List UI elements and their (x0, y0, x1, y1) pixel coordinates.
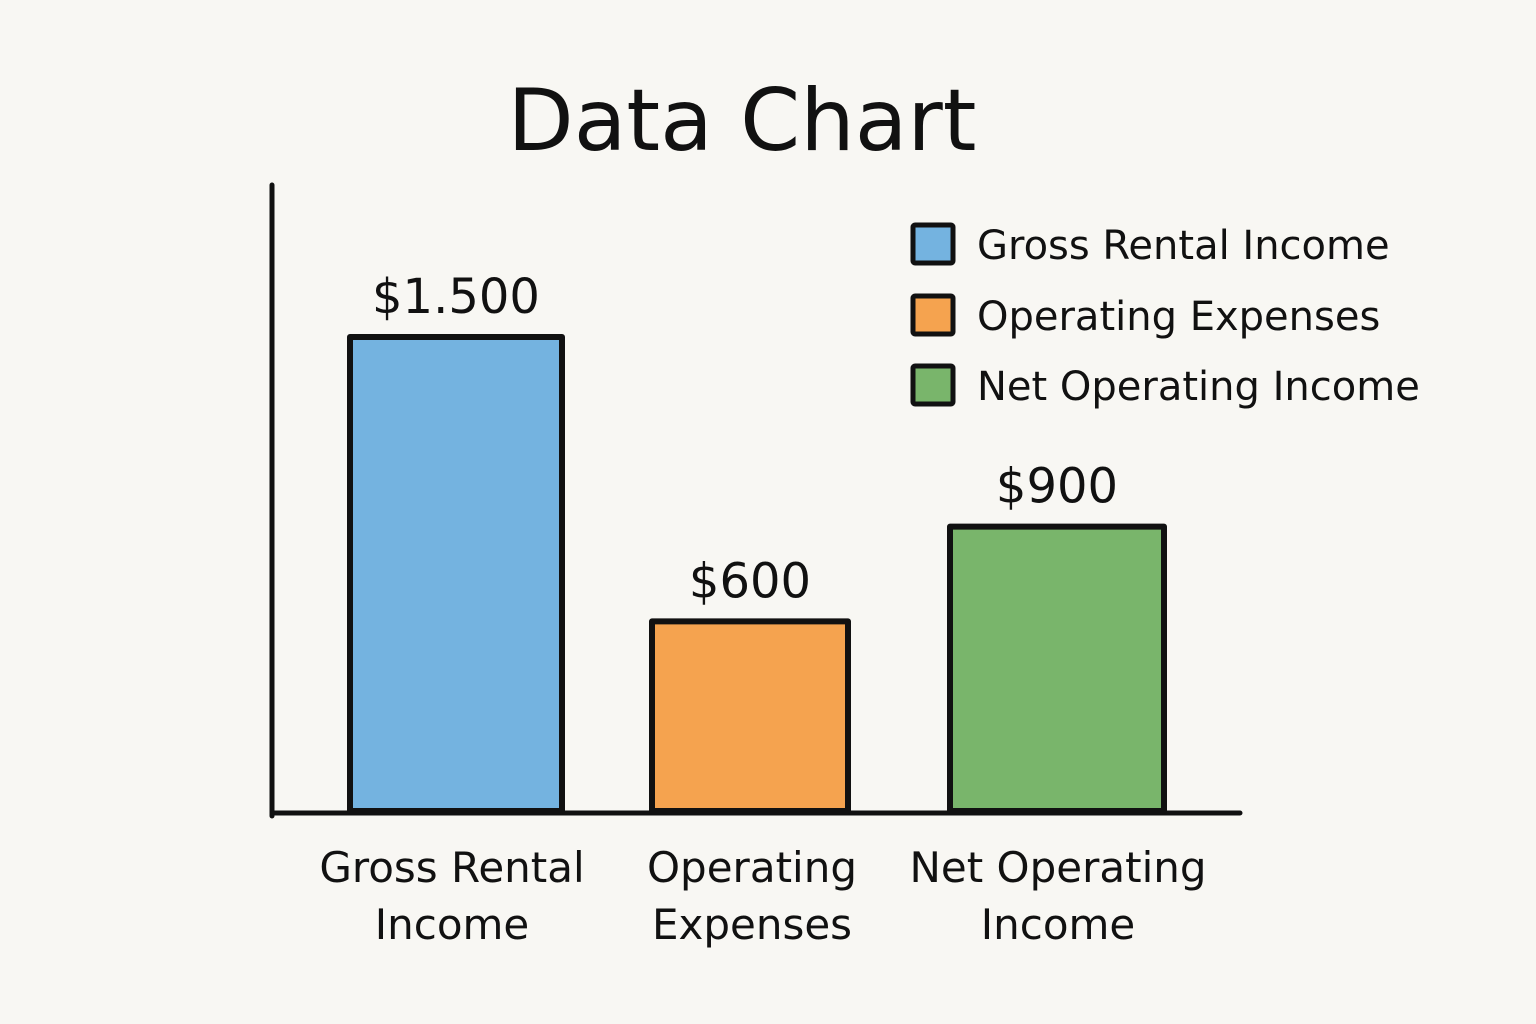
legend-label-0: Gross Rental Income (977, 223, 1390, 269)
x-tick-label-0-1: Income (375, 900, 530, 949)
bar-value-label-1: $600 (689, 553, 811, 609)
bar-1 (649, 618, 851, 815)
x-tick-label-1-1: Expenses (652, 900, 852, 949)
bars-layer: $1.500 Gross Rental Income $600 Operating Exp… (319, 269, 1206, 949)
x-tick-label-0-0: Gross Rental (319, 843, 584, 892)
chart-title: Data Chart (507, 71, 976, 171)
legend-label-2: Net Operating Income (977, 364, 1420, 410)
legend-swatch-0 (910, 222, 956, 266)
legend-label-1: Operating Expenses (977, 294, 1380, 340)
legend-swatch-2 (910, 363, 956, 407)
x-tick-label-2-1: Income (981, 900, 1136, 949)
bar-2 (947, 523, 1167, 814)
bar-value-label-2: $900 (996, 459, 1118, 515)
bar-0 (347, 334, 565, 814)
x-tick-label-1-0: Operating (647, 843, 857, 892)
legend: Gross Rental Income Operating Expenses Net… (910, 222, 1420, 410)
legend-swatch-1 (910, 293, 956, 337)
bar-value-label-0: $1.500 (372, 269, 540, 325)
x-tick-label-2-0: Net Operating (909, 843, 1206, 892)
